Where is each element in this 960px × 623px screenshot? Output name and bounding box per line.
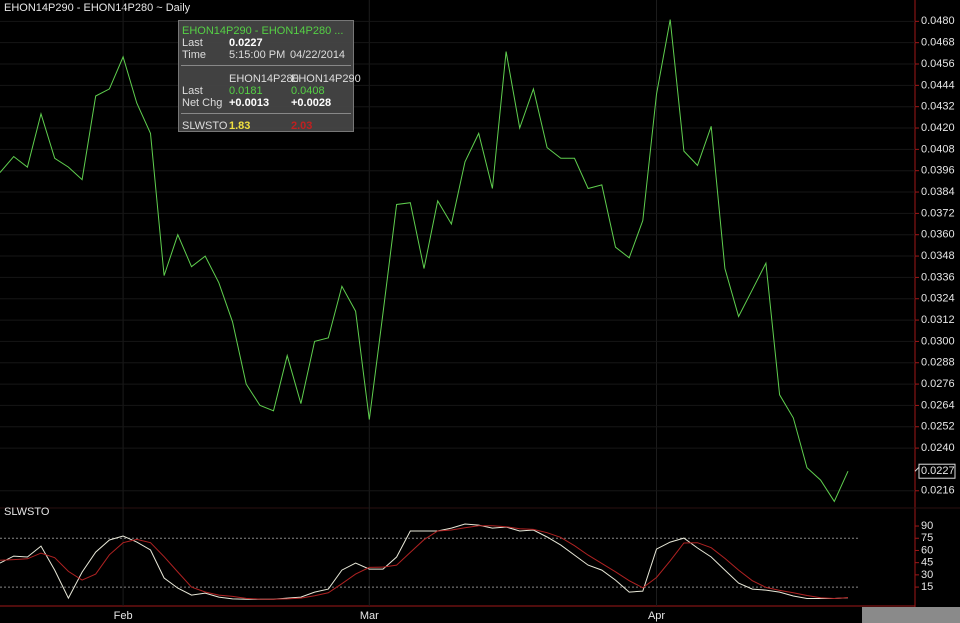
separator <box>181 65 351 66</box>
y-tick-label: 0.0252 <box>921 421 955 433</box>
x-tick-label: Feb <box>114 610 133 622</box>
value: 0.0181 <box>229 85 263 97</box>
y-tick-label: 0.0420 <box>921 122 955 134</box>
y-tick-label: 0.0288 <box>921 357 955 369</box>
series-line <box>0 523 849 600</box>
x-tick-label: Apr <box>648 610 665 622</box>
y-tick-label: 0.0384 <box>921 186 955 198</box>
series-line <box>0 525 849 600</box>
y-tick-label: 0.0240 <box>921 442 955 454</box>
value: 5:15:00 PM <box>229 49 286 61</box>
y-tick-label: 0.0372 <box>921 207 955 219</box>
last-value-box <box>918 463 956 479</box>
last-value-label: 0.0227 <box>921 465 955 477</box>
tooltip-header: EHON14P290 - EHON14P280 ... <box>182 25 344 37</box>
y-tick-label: 60 <box>921 544 933 556</box>
label: SLWSTO <box>182 120 228 132</box>
y-tick-label: 0.0336 <box>921 271 955 283</box>
value: 1.83 <box>229 120 251 132</box>
y-tick-label: 45 <box>921 557 933 569</box>
y-tick-label: 0.0408 <box>921 143 955 155</box>
y-tick-label: 0.0264 <box>921 399 955 411</box>
y-tick-label: 30 <box>921 569 933 581</box>
y-tick-label: 0.0216 <box>921 485 955 497</box>
value: +0.0028 <box>291 97 332 109</box>
column-header: EHON14P280 <box>229 73 299 85</box>
chart-title: EHON14P290 - EHON14P280 ~ Daily <box>4 2 191 14</box>
y-tick-label: 15 <box>921 581 933 593</box>
y-tick-label: 0.0312 <box>921 314 955 326</box>
y-tick-label: 0.0276 <box>921 378 955 390</box>
y-tick-label: 90 <box>921 520 933 532</box>
value: +0.0013 <box>229 97 270 109</box>
label: Last <box>182 37 203 49</box>
y-tick-label: 0.0300 <box>921 335 955 347</box>
separator <box>181 113 351 114</box>
value: 0.0227 <box>229 37 263 49</box>
value: 2.03 <box>291 120 313 132</box>
y-tick-label: 0.0432 <box>921 101 955 113</box>
y-tick-label: 0.0324 <box>921 293 955 305</box>
panel-title: SLWSTO <box>4 506 50 518</box>
label: Time <box>182 49 207 61</box>
scrollbar[interactable] <box>862 607 960 623</box>
column-header: EHON14P290 <box>291 73 361 85</box>
value: 0.0408 <box>291 85 325 97</box>
series-line <box>0 19 849 503</box>
x-tick-label: Mar <box>360 610 379 622</box>
label: Last <box>182 85 203 97</box>
y-tick-label: 0.0444 <box>921 79 955 91</box>
value: 04/22/2014 <box>290 49 346 61</box>
y-tick-label: 0.0396 <box>921 165 955 177</box>
y-tick-label: 0.0456 <box>921 58 955 70</box>
label: Net Chg <box>182 97 223 109</box>
y-tick-label: 75 <box>921 532 933 544</box>
y-tick-label: 0.0348 <box>921 250 955 262</box>
tooltip: EHON14P290 - EHON14P280 ... Last 0.0227 … <box>178 20 361 132</box>
y-tick-label: 0.0480 <box>921 15 955 27</box>
y-tick-label: 0.0468 <box>921 37 955 49</box>
y-tick-label: 0.0360 <box>921 229 955 241</box>
